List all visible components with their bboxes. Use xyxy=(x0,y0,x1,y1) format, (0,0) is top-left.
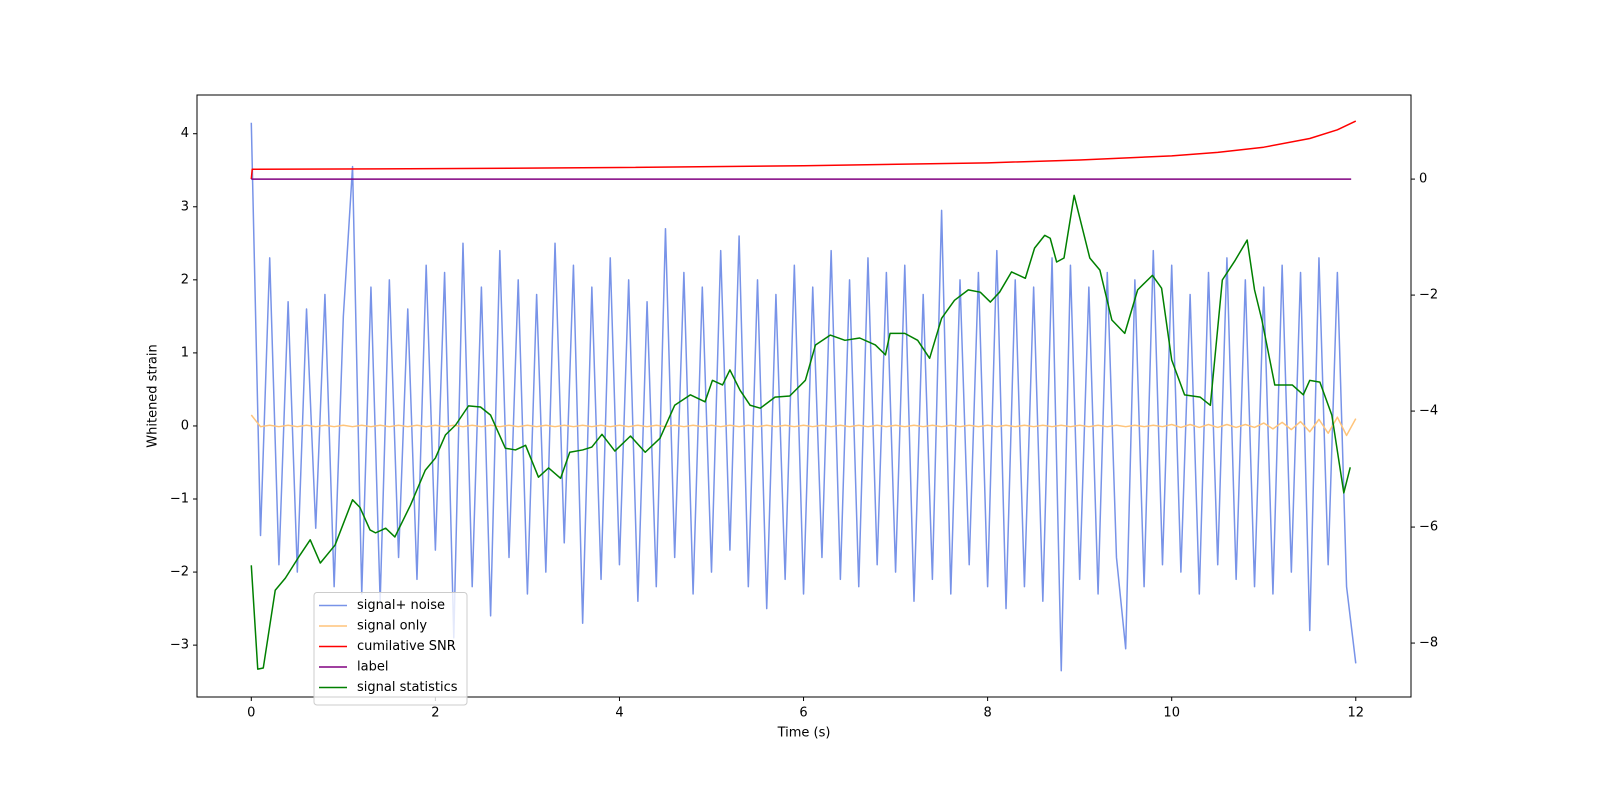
x-tick-label: 8 xyxy=(983,706,991,721)
y-tick-label: −1 xyxy=(170,492,189,507)
y-tick-label: −2 xyxy=(170,565,189,580)
series-line xyxy=(250,194,1351,670)
legend-label: signal+ noise xyxy=(357,598,445,613)
y2-tick-label: −2 xyxy=(1419,288,1438,303)
plot-area xyxy=(250,120,1357,672)
x-tick-label: 12 xyxy=(1348,706,1365,721)
series-line xyxy=(250,414,1357,437)
legend-label: label xyxy=(357,660,388,675)
y-tick-label: 4 xyxy=(181,126,189,141)
x-axis-label: Time (s) xyxy=(777,726,831,741)
y2-tick-label: 0 xyxy=(1419,172,1427,187)
legend-label: cumilative SNR xyxy=(357,639,456,654)
y-tick-label: 1 xyxy=(181,345,189,360)
legend-label: signal statistics xyxy=(357,680,458,695)
legend-box xyxy=(313,592,468,706)
x-tick-label: 4 xyxy=(615,706,623,721)
y-tick-label: −3 xyxy=(170,638,189,653)
x-tick-label: 0 xyxy=(247,706,255,721)
y-tick-label: 2 xyxy=(181,272,189,287)
x-tick-label: 6 xyxy=(799,706,807,721)
y2-tick-label: −6 xyxy=(1419,520,1438,535)
y-tick-label: 0 xyxy=(181,418,189,433)
x-tick-label: 2 xyxy=(431,706,439,721)
y-tick-label: 3 xyxy=(181,199,189,214)
series-line xyxy=(250,122,1357,672)
x-tick-label: 10 xyxy=(1163,706,1180,721)
y2-tick-label: −8 xyxy=(1419,636,1438,651)
y2-tick-label: −4 xyxy=(1419,404,1438,419)
y-axis-label: Whitened strain xyxy=(146,344,161,447)
series-line xyxy=(250,120,1357,180)
legend-label: signal only xyxy=(357,619,427,634)
